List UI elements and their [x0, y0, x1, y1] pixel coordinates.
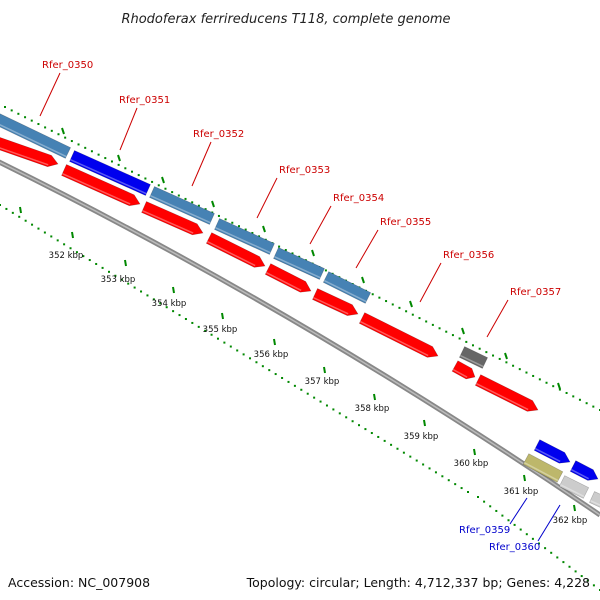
kbp-tick-label: 355 kbp [203, 325, 238, 335]
gene-label-text: Rfer_0360 [489, 542, 540, 553]
backbone-highlight [0, 161, 600, 516]
gene-label-rfer_0353[interactable]: Rfer_0353 [256, 165, 330, 219]
leader-line [256, 177, 278, 219]
kbp-tick-label: 353 kbp [101, 275, 136, 285]
gene-label-rfer_0359[interactable]: Rfer_0359 [459, 497, 528, 536]
gene-label-text: Rfer_0357 [510, 287, 561, 298]
lower-dot-track-tail [477, 496, 600, 591]
gene-label-rfer_0357[interactable]: Rfer_0357 [486, 287, 561, 338]
backbone-line [0, 159, 600, 518]
kbp-tick-label: 360 kbp [454, 459, 489, 469]
kbp-tick-labels: 352 kbp 353 kbp 354 kbp 355 kbp 356 kbp 357 k… [49, 251, 588, 526]
gene-label-rfer_0350[interactable]: Rfer_0350 [39, 60, 93, 117]
gene-label-text: Rfer_0352 [193, 129, 244, 140]
lower-dot-track [0, 204, 469, 493]
map-title: Rhodoferax ferrireducens T118, complete … [121, 12, 450, 27]
summary-text: Topology: circular; Length: 4,712,337 bp… [246, 575, 590, 590]
leader-line [119, 107, 138, 151]
gene-label-rfer_0351[interactable]: Rfer_0351 [119, 95, 170, 151]
gene-steelblue-1 [0, 113, 71, 159]
leader-line [509, 497, 528, 525]
leader-line [39, 72, 61, 117]
gene-blue-2 [533, 439, 571, 464]
gene-red-7 [358, 312, 439, 358]
gene-red-3 [141, 201, 204, 236]
leader-line [537, 504, 561, 542]
gene-label-text: Rfer_0350 [42, 60, 93, 71]
green-dot-tracks [0, 106, 600, 591]
gene-steelblue-4 [273, 247, 325, 280]
gene-label-text: Rfer_0354 [333, 193, 384, 204]
gene-gray-1 [459, 346, 488, 369]
gene-steelblue-5 [322, 271, 372, 304]
gene-label-rfer_0355[interactable]: Rfer_0355 [355, 217, 431, 269]
gene-red-5 [264, 263, 312, 293]
gene-label-text: Rfer_0359 [459, 525, 510, 536]
accession-text: Accession: NC_007908 [8, 575, 150, 590]
gene-label-text: Rfer_0351 [119, 95, 170, 106]
gene-red-4 [205, 232, 266, 268]
gene-red-2 [61, 164, 141, 207]
gene-red-8 [451, 360, 476, 380]
kbp-tick-label: 361 kbp [504, 487, 539, 497]
upper-track-dashes [61, 127, 561, 390]
gene-label-text: Rfer_0356 [443, 250, 494, 261]
kbp-tick-label: 354 kbp [152, 299, 187, 309]
kbp-tick-label: 352 kbp [49, 251, 84, 261]
gene-label-text: Rfer_0353 [279, 165, 330, 176]
gene-lightgray-2 [589, 491, 600, 508]
kbp-tick-label: 362 kbp [553, 516, 588, 526]
kbp-tick-label: 357 kbp [305, 377, 340, 387]
gene-khaki-1 [522, 453, 564, 483]
leader-line [191, 141, 212, 187]
gene-label-text: Rfer_0355 [380, 217, 431, 228]
gene-steelblue-3 [214, 218, 275, 255]
gene-lightgray-1 [558, 475, 590, 499]
gene-label-rfer_0360[interactable]: Rfer_0360 [489, 504, 561, 553]
genome-backbone [0, 159, 600, 518]
gene-label-rfer_0354[interactable]: Rfer_0354 [309, 193, 384, 245]
gene-blue-1 [69, 150, 151, 196]
gene-label-rfer_0352[interactable]: Rfer_0352 [191, 129, 244, 187]
kbp-tick-label: 358 kbp [355, 404, 390, 414]
kbp-tick-label: 356 kbp [254, 350, 289, 360]
gene-red-1 [0, 137, 59, 168]
gene-labels: Rfer_0350 Rfer_0351 Rfer_0352 Rfer_0353 Rfer… [39, 60, 561, 553]
leader-line [419, 262, 442, 303]
gene-blue-3 [569, 460, 599, 481]
leader-line [309, 205, 332, 245]
gene-label-rfer_0356[interactable]: Rfer_0356 [419, 250, 494, 303]
gene-red-6 [312, 288, 359, 316]
gene-red-9 [474, 374, 539, 412]
leader-line [355, 229, 379, 269]
leader-line [486, 299, 509, 338]
gene-features [0, 113, 600, 508]
gene-steelblue-2 [149, 186, 215, 225]
lower-track-dashes [19, 206, 576, 512]
kbp-tick-label: 359 kbp [404, 432, 439, 442]
